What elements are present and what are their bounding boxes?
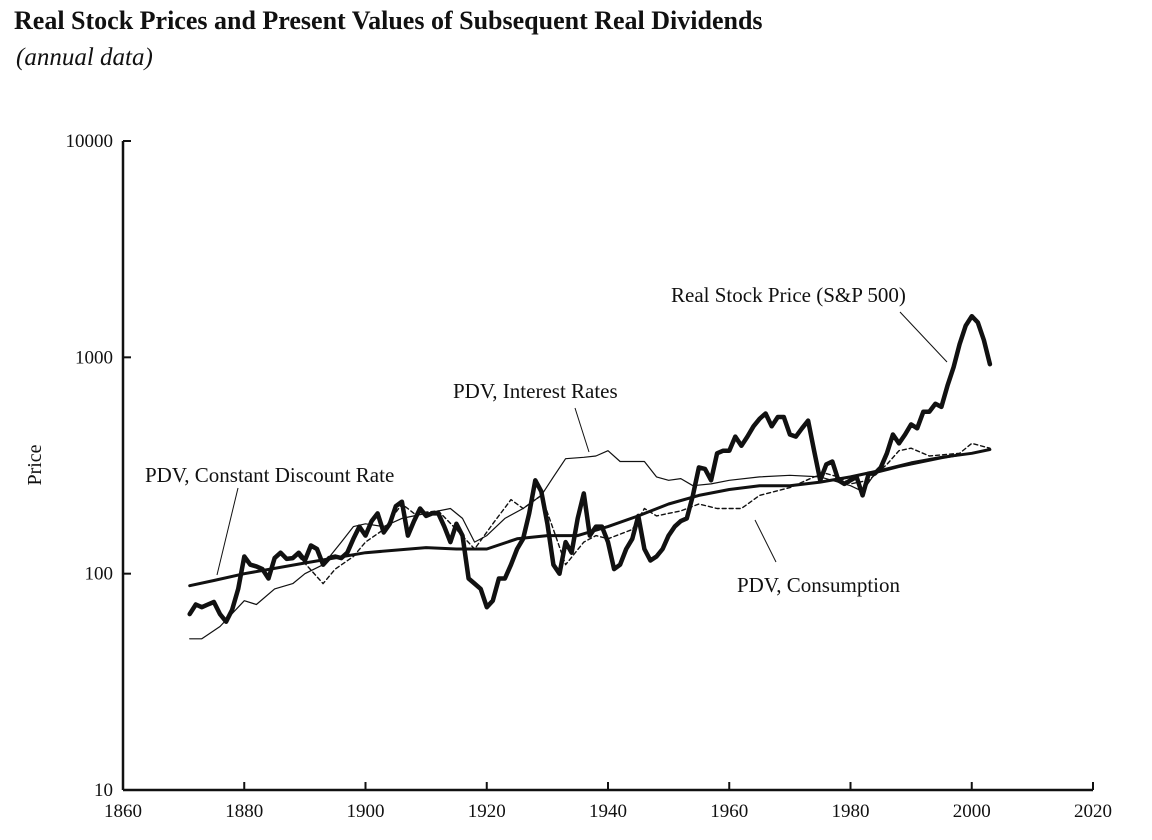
y-tick-label: 10 <box>94 780 113 801</box>
x-tick-label: 1920 <box>468 801 506 822</box>
annotation-stock: Real Stock Price (S&P 500) <box>671 283 948 363</box>
chart-subtitle: (annual data) <box>16 44 153 71</box>
annotation-label-consumption: PDV, Consumption <box>737 573 900 597</box>
leader-line-consumption <box>754 519 777 563</box>
leader-line-stock <box>899 311 948 363</box>
x-tick-label: 2020 <box>1074 801 1112 822</box>
y-tick-label: 10000 <box>66 131 114 152</box>
series-lines <box>187 313 993 640</box>
annotation-interest: PDV, Interest Rates <box>453 379 618 453</box>
annotation-label-constant: PDV, Constant Discount Rate <box>145 463 394 487</box>
series-line-interest <box>189 448 991 640</box>
x-tick-label: 1960 <box>710 801 748 822</box>
annotation-consumption: PDV, Consumption <box>737 519 900 597</box>
x-tick-label: 1880 <box>225 801 263 822</box>
chart-title: Real Stock Prices and Present Values of … <box>14 6 763 35</box>
x-tick-label: 2000 <box>953 801 991 822</box>
leader-line-constant <box>216 487 239 576</box>
x-tick-label: 1860 <box>104 801 142 822</box>
x-tick-label: 1980 <box>832 801 870 822</box>
x-tick-label: 1940 <box>589 801 627 822</box>
leader-line-interest <box>574 407 590 453</box>
axes: 1860 1880 1900 1920 1940 1960 1980 2000 2020 10 10… <box>66 131 1113 822</box>
x-tick-label: 1900 <box>347 801 385 822</box>
annotation-label-interest: PDV, Interest Rates <box>453 379 618 403</box>
series-line-constant <box>188 448 992 588</box>
y-tick-label: 100 <box>85 564 114 585</box>
series-line-consumption <box>298 442 991 585</box>
y-tick-label: 1000 <box>75 347 113 368</box>
y-axis-label: Price <box>24 444 46 485</box>
annotation-label-stock: Real Stock Price (S&P 500) <box>671 283 906 307</box>
annotation-constant: PDV, Constant Discount Rate <box>145 463 394 576</box>
